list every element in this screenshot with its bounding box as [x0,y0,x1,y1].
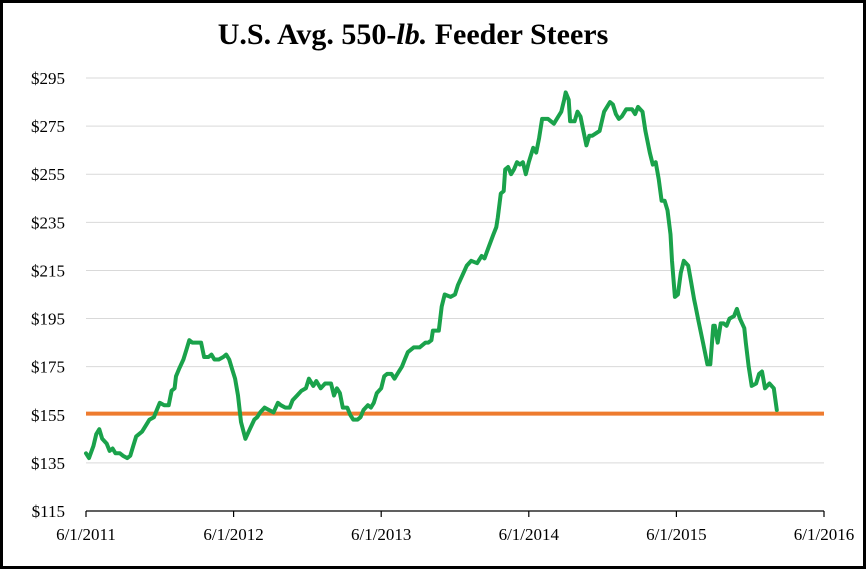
chart-title: U.S. Avg. 550-lb. Feeder Steers [0,18,826,52]
chart-title-part: Feeder Steers [427,18,609,51]
y-tick-label: $135 [31,454,65,473]
y-tick-label: $235 [31,213,65,232]
x-tick-label: 6/1/2015 [646,525,706,544]
x-tick-label: 6/1/2016 [794,525,854,544]
y-tick-label: $295 [31,69,65,88]
y-tick-label: $215 [31,261,65,280]
y-tick-label: $155 [31,406,65,425]
chart-title-part: U.S. Avg. 550- [217,18,397,51]
x-tick-label: 6/1/2011 [56,525,116,544]
gridlines [86,77,824,464]
y-tick-label: $175 [31,358,65,377]
price-line [84,90,779,461]
series-lines [84,90,824,461]
y-tick-label: $115 [32,502,65,521]
x-axis: 6/1/2011 6/1/2012 6/1/2013 6/1/2014 6/1/2015… [56,510,854,544]
x-tick-label: 6/1/2013 [351,525,411,544]
y-tick-label: $275 [31,117,65,136]
x-tick-label: 6/1/2014 [499,525,560,544]
y-tick-label: $195 [31,310,65,329]
y-axis: $295 $275 $255 $235 $215 $195 $175 $155 $135 $115 [31,69,65,521]
chart-title-part: lb. [396,18,428,51]
x-tick-label: 6/1/2012 [203,525,263,544]
y-tick-label: $255 [31,165,65,184]
